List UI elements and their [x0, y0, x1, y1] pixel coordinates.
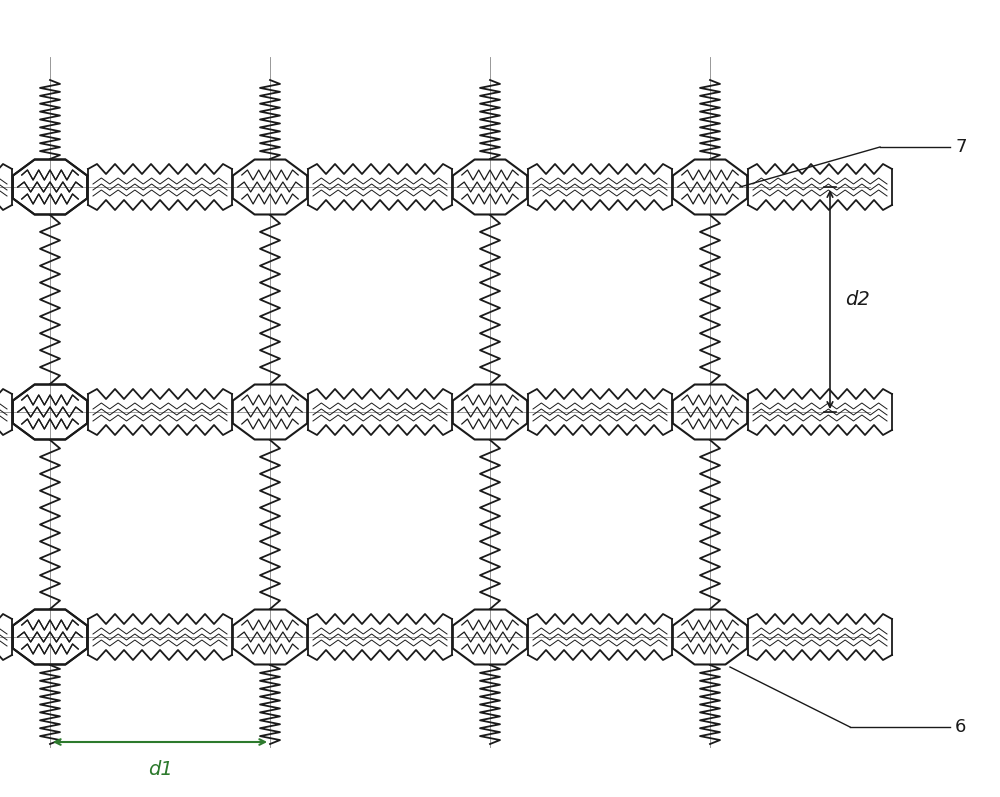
Text: d1: d1 [148, 760, 172, 779]
Text: 6: 6 [955, 718, 966, 736]
Text: d2: d2 [845, 290, 870, 309]
Text: 7: 7 [955, 138, 967, 156]
